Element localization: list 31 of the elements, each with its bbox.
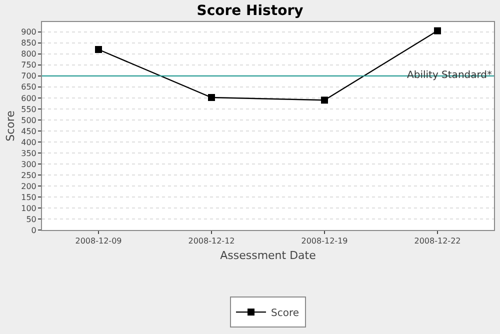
chart-title: Score History bbox=[196, 2, 304, 19]
legend-label: Score bbox=[271, 308, 300, 319]
y-tick-label: 200 bbox=[21, 182, 36, 191]
y-tick-label: 150 bbox=[21, 192, 36, 202]
x-tick-label: 2008-12-22 bbox=[414, 236, 461, 246]
y-tick-label: 100 bbox=[21, 204, 36, 213]
point bbox=[434, 27, 441, 34]
x-tick-label: 2008-12-09 bbox=[75, 236, 122, 246]
y-tick-label: 50 bbox=[26, 214, 36, 224]
y-tick-label: 800 bbox=[21, 50, 36, 59]
y-tick-label: 750 bbox=[21, 60, 36, 70]
y-tick-label: 400 bbox=[21, 138, 36, 147]
y-tick-label: 850 bbox=[21, 38, 36, 48]
x-axis-title: Assessment Date bbox=[220, 248, 316, 262]
y-tick-label: 900 bbox=[21, 28, 36, 37]
y-tick-label: 0 bbox=[31, 226, 36, 235]
y-axis-title: Score bbox=[4, 110, 17, 142]
y-tick-label: 700 bbox=[21, 72, 36, 81]
point bbox=[95, 46, 102, 54]
x-tick-label: 2008-12-19 bbox=[301, 236, 348, 246]
y-tick-label: 550 bbox=[21, 104, 36, 114]
y-tick-label: 600 bbox=[21, 94, 36, 103]
x-tick-label: 2008-12-12 bbox=[188, 236, 235, 246]
y-tick-label: 650 bbox=[21, 82, 36, 92]
point bbox=[321, 96, 328, 104]
point bbox=[208, 94, 215, 101]
y-tick-label: 500 bbox=[21, 116, 36, 125]
y-tick-label: 250 bbox=[21, 170, 36, 180]
y-tick-label: 300 bbox=[21, 160, 36, 169]
y-tick-label: 350 bbox=[21, 148, 36, 158]
y-tick-label: 450 bbox=[21, 126, 36, 136]
